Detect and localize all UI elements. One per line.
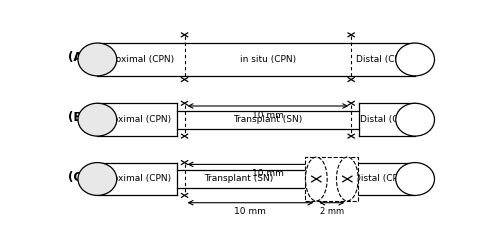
Ellipse shape	[78, 163, 117, 196]
Ellipse shape	[78, 103, 117, 136]
Text: Distal (CPN): Distal (CPN)	[356, 55, 410, 64]
Ellipse shape	[78, 43, 117, 76]
Bar	[177, 170, 316, 188]
Bar	[306, 157, 358, 201]
Text: 10 mm: 10 mm	[234, 207, 266, 216]
Text: 10 mm: 10 mm	[252, 169, 284, 178]
Text: 10 mm: 10 mm	[252, 111, 284, 119]
Bar	[98, 43, 415, 76]
Ellipse shape	[396, 163, 434, 196]
Text: Transplant (SN): Transplant (SN)	[204, 174, 274, 183]
Bar	[348, 163, 415, 196]
Bar	[98, 103, 177, 136]
Text: Distal (CPN): Distal (CPN)	[360, 115, 414, 124]
Text: Proximal (CPN): Proximal (CPN)	[108, 55, 174, 64]
Text: (C): (C)	[68, 171, 88, 184]
Text: (A): (A)	[68, 51, 88, 64]
Bar	[359, 103, 415, 136]
Ellipse shape	[306, 157, 327, 201]
Text: 2 mm: 2 mm	[320, 207, 344, 216]
Bar	[98, 163, 177, 196]
Text: Proximal (CPN): Proximal (CPN)	[104, 115, 170, 124]
Text: Proximal (CPN): Proximal (CPN)	[104, 174, 170, 183]
Text: in situ (CPN): in situ (CPN)	[240, 55, 296, 64]
Text: Transplant (SN): Transplant (SN)	[233, 115, 302, 124]
Ellipse shape	[396, 43, 434, 76]
Text: (B): (B)	[68, 111, 88, 124]
Ellipse shape	[336, 157, 358, 201]
Bar	[306, 157, 358, 201]
Bar	[177, 111, 359, 129]
Text: Distal (CPN): Distal (CPN)	[354, 174, 408, 183]
Ellipse shape	[396, 103, 434, 136]
